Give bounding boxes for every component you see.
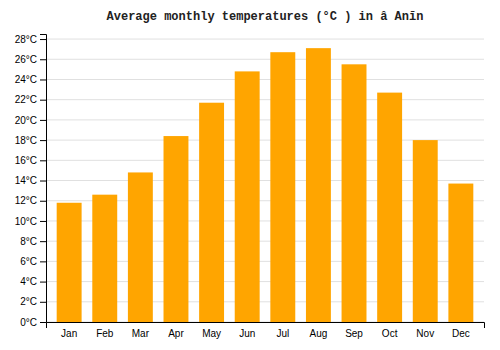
x-tick-label: Apr bbox=[168, 328, 184, 339]
y-tick-mark bbox=[40, 282, 46, 283]
y-tick: 4°C bbox=[20, 276, 46, 287]
bar bbox=[128, 172, 153, 322]
x-tick-label: Sep bbox=[345, 328, 363, 339]
x-tick: Dec bbox=[452, 322, 470, 339]
y-tick-label: 2°C bbox=[20, 296, 37, 307]
y-axis: 0°C 2°C 4°C 6°C 8°C 10°C 12°C 14°C 16°C 18°C 20°C 2… bbox=[15, 34, 47, 328]
bar bbox=[342, 64, 367, 322]
y-tick-label: 12°C bbox=[15, 195, 37, 206]
x-tick: Aug bbox=[310, 322, 328, 339]
x-tick-label: May bbox=[202, 328, 221, 339]
y-tick-label: 24°C bbox=[15, 74, 37, 85]
x-tick-label: Mar bbox=[132, 328, 150, 339]
y-tick-mark bbox=[40, 322, 46, 323]
x-tick: Mar bbox=[132, 322, 150, 339]
bar bbox=[413, 140, 438, 322]
y-tick: 26°C bbox=[15, 54, 46, 65]
y-tick: 2°C bbox=[20, 296, 46, 307]
y-tick-mark bbox=[40, 181, 46, 182]
y-tick-label: 16°C bbox=[15, 155, 37, 166]
y-tick: 20°C bbox=[15, 115, 46, 126]
y-tick: 12°C bbox=[15, 195, 46, 206]
bar bbox=[57, 203, 82, 322]
y-tick-label: 8°C bbox=[20, 236, 37, 247]
y-tick: 24°C bbox=[15, 74, 46, 85]
x-tick: Nov bbox=[416, 322, 434, 339]
x-tick: Jan bbox=[61, 322, 77, 339]
y-tick: 18°C bbox=[15, 135, 46, 146]
x-tick: Jul bbox=[276, 322, 289, 339]
y-tick-mark bbox=[40, 160, 46, 161]
bar bbox=[199, 103, 224, 322]
x-tick-label: Jul bbox=[276, 328, 289, 339]
grid bbox=[46, 39, 484, 322]
x-tick-label: Jun bbox=[239, 328, 255, 339]
y-tick-mark bbox=[40, 140, 46, 141]
y-tick: 8°C bbox=[20, 236, 46, 247]
title: Average monthly temperatures (°C ) in â … bbox=[107, 10, 424, 24]
bar bbox=[92, 195, 117, 322]
x-tick-label: Feb bbox=[96, 328, 114, 339]
y-tick-label: 10°C bbox=[15, 216, 37, 227]
y-tick: 22°C bbox=[15, 94, 46, 105]
y-tick-label: 18°C bbox=[15, 135, 37, 146]
x-tick-label: Nov bbox=[416, 328, 434, 339]
bar bbox=[235, 71, 260, 322]
x-tick-label: Oct bbox=[382, 328, 398, 339]
y-tick-mark bbox=[40, 100, 46, 101]
bar bbox=[377, 93, 402, 322]
y-tick-mark bbox=[40, 201, 46, 202]
x-tick: Oct bbox=[382, 322, 398, 339]
y-tick: 14°C bbox=[15, 175, 46, 186]
grid-line bbox=[46, 99, 484, 100]
y-tick-mark bbox=[40, 39, 46, 40]
y-tick-mark bbox=[40, 221, 46, 222]
x-tick: Sep bbox=[345, 322, 363, 339]
chart: 0°C 2°C 4°C 6°C 8°C 10°C 12°C 14°C 16°C 18°C 20°C 2… bbox=[0, 0, 500, 350]
bar bbox=[306, 48, 331, 322]
x-tick-label: Dec bbox=[452, 328, 470, 339]
y-tick: 0°C bbox=[20, 317, 46, 328]
y-tick-label: 20°C bbox=[15, 115, 37, 126]
bar bbox=[164, 136, 189, 322]
x-tick-label: Aug bbox=[310, 328, 328, 339]
y-tick: 10°C bbox=[15, 216, 46, 227]
x-axis: Jan Feb Mar Apr May Jun Jul Aug Sep Oct Nov Dec bbox=[47, 322, 485, 339]
y-tick-label: 6°C bbox=[20, 256, 37, 267]
grid-line bbox=[46, 119, 484, 120]
y-axis-line bbox=[40, 35, 47, 323]
y-tick: 6°C bbox=[20, 256, 46, 267]
x-tick: Jun bbox=[239, 322, 255, 339]
y-tick-mark bbox=[40, 261, 46, 262]
x-tick: Feb bbox=[96, 322, 114, 339]
x-tick-label: Jan bbox=[61, 328, 77, 339]
grid-line bbox=[46, 79, 484, 80]
y-tick-mark bbox=[40, 120, 46, 121]
bars bbox=[57, 48, 474, 322]
y-tick-mark bbox=[40, 302, 46, 303]
y-tick-mark bbox=[40, 59, 46, 60]
y-tick-label: 28°C bbox=[15, 34, 37, 45]
y-tick-mark bbox=[40, 79, 46, 80]
x-tick: Apr bbox=[168, 322, 184, 339]
grid-line bbox=[46, 39, 484, 40]
bar bbox=[270, 52, 295, 322]
y-tick: 16°C bbox=[15, 155, 46, 166]
x-tick: May bbox=[202, 322, 221, 339]
y-tick-label: 0°C bbox=[20, 317, 37, 328]
y-tick-label: 14°C bbox=[15, 175, 37, 186]
plot: 0°C 2°C 4°C 6°C 8°C 10°C 12°C 14°C 16°C 18°C 20°C 2… bbox=[15, 34, 485, 339]
y-tick: 28°C bbox=[15, 34, 46, 45]
y-tick-label: 22°C bbox=[15, 94, 37, 105]
grid-line bbox=[46, 59, 484, 60]
y-tick-label: 4°C bbox=[20, 276, 37, 287]
bar bbox=[448, 184, 473, 322]
y-tick-mark bbox=[40, 241, 46, 242]
y-tick-label: 26°C bbox=[15, 54, 37, 65]
